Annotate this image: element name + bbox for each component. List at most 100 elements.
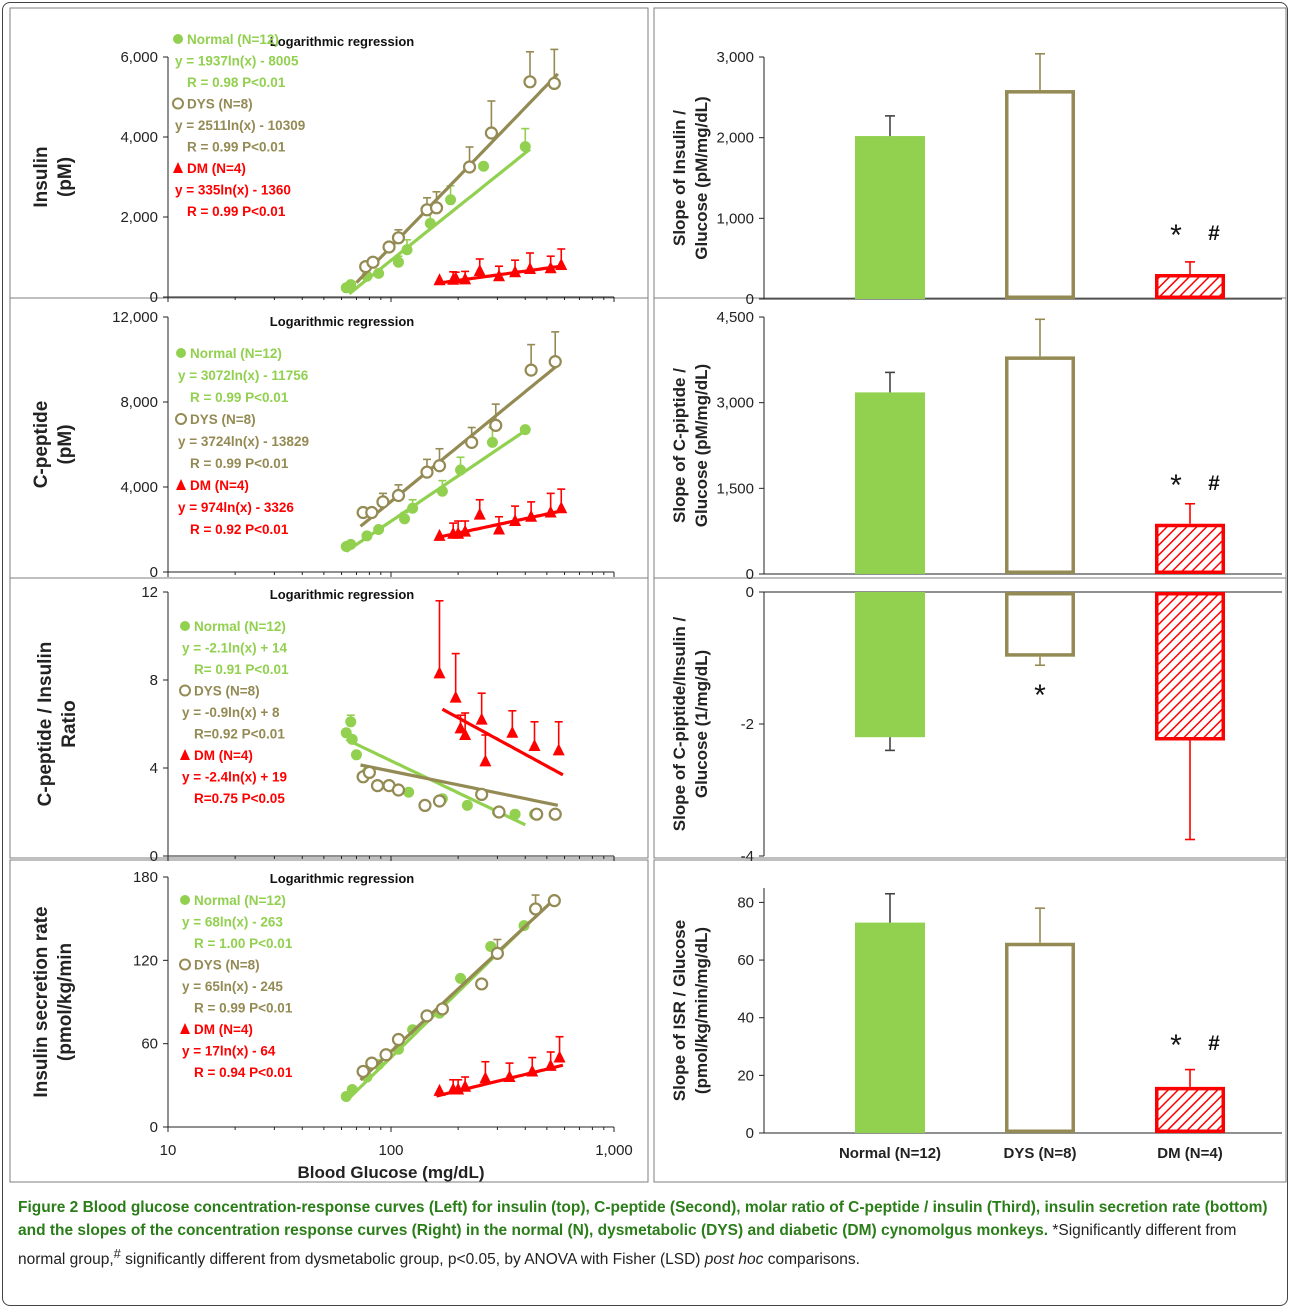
legend-stats: R = 0.99 P<0.01 [187, 140, 286, 155]
data-point [382, 240, 396, 254]
legend-equation: y = -0.9ln(x) + 8 [182, 705, 280, 720]
data-point [432, 459, 447, 473]
data-point [433, 273, 446, 286]
left-chart-2: 0 4,000 8,000 12,000 Logarithmic regression C… [31, 309, 615, 581]
y-tick-label: 2,000 [120, 209, 158, 226]
trend-line [359, 894, 559, 1082]
trend-line [360, 763, 559, 807]
x-tick-label: 100 [378, 1142, 403, 1159]
data-point [525, 509, 538, 522]
right-panel-frame-3 [653, 577, 1287, 859]
legend-name: DYS (N=8) [187, 97, 253, 112]
y-axis-label-line: (pM) [55, 424, 76, 464]
y-axis-label: Slope of Insulin / Glucose (pM/mg/dL) [670, 96, 711, 259]
left-chart-4: 0 60 120 180 Logarithmic regression Insulin s… [31, 869, 615, 1136]
bar-Normal (N=12) [855, 592, 925, 738]
data-point [547, 894, 561, 908]
y-axis-label-line: Slope of C-piptide/Insulin / [670, 617, 689, 832]
legend-name: Normal (N=12) [194, 619, 286, 634]
data-point [459, 272, 472, 285]
data-point [407, 502, 419, 514]
bar-DM (N=4) [1155, 1086, 1225, 1133]
legend-stats: R= 0.91 P<0.01 [194, 662, 289, 677]
y-tick-label: 12,000 [112, 309, 158, 326]
trend-line [441, 707, 564, 777]
caption-title: Blood glucose concentration-response cur… [18, 1199, 1268, 1239]
y-tick-label: 0 [746, 1125, 754, 1142]
data-point [473, 264, 486, 276]
left-panel-frame-2 [9, 297, 649, 579]
data-point [391, 231, 406, 245]
data-point [492, 522, 505, 535]
legend-marker [180, 895, 190, 905]
data-point [399, 513, 411, 525]
left-chart-1: 0 2,000 4,000 6,000 Logarithmic regression In… [31, 32, 615, 306]
data-point [548, 355, 562, 369]
legend-marker [179, 684, 191, 697]
data-point [462, 160, 477, 174]
legend-equation: y = -2.4ln(x) + 19 [182, 770, 287, 785]
category-label: Normal (N=12) [839, 1145, 941, 1162]
legend-marker [180, 749, 190, 760]
data-point [449, 690, 462, 703]
data-point [461, 799, 473, 811]
data-point [403, 786, 415, 798]
legend-marker [175, 413, 187, 425]
legend-stats: R = 0.99 P<0.01 [187, 204, 286, 219]
legend-name: Normal (N=12) [194, 893, 286, 908]
y-tick-label: 1,500 [716, 480, 754, 497]
data-point [379, 1048, 393, 1062]
y-tick-label: -2 [741, 716, 754, 733]
caption-note-end: comparisons. [763, 1251, 860, 1269]
y-axis-label: Insulin secretion rate (pmol/kg/min [31, 906, 76, 1097]
legend-stats: R = 0.99 P<0.01 [194, 1001, 293, 1016]
data-point [475, 787, 489, 802]
data-point [391, 488, 406, 503]
legend-equation: y = 335ln(x) - 1360 [175, 183, 291, 198]
bar-Normal (N=12) [855, 136, 925, 299]
left-panel-frame-1 [9, 7, 649, 299]
legend-marker [180, 1023, 190, 1034]
data-point [366, 255, 380, 269]
category-label: DYS (N=8) [1004, 1145, 1077, 1162]
y-tick-label: 0 [746, 291, 754, 308]
y-axis-label: Slope of C-piptide / Glucose (pM/mg/dL) [670, 364, 711, 527]
legend-name: DM (N=4) [194, 748, 253, 763]
data-point [433, 666, 446, 679]
y-tick-label: 0 [746, 584, 754, 601]
legend-marker [172, 97, 184, 110]
figure-caption: Figure 2 Blood glucose concentration-res… [18, 1196, 1280, 1271]
data-point [544, 1058, 557, 1071]
significance-star: * [1170, 1029, 1182, 1062]
data-point [509, 265, 522, 278]
legend-stats: R = 1.00 P<0.01 [194, 936, 293, 951]
data-point [365, 505, 379, 520]
left-panel-frame-3 [9, 577, 649, 859]
data-point [509, 808, 521, 820]
left-chart-3: 0 4 8 12 Logarithmic regression C-peptide / I… [35, 584, 615, 865]
data-point [547, 76, 561, 91]
legend-name: DYS (N=8) [194, 958, 260, 973]
caption-label: Figure 2 [18, 1199, 79, 1216]
right-chart-4: 0 20 40 60 80 Slope of ISR / Glucose (pmol/kg/… [670, 888, 1282, 1142]
data-point [523, 75, 537, 89]
legend-name: DYS (N=8) [194, 684, 260, 699]
data-point [519, 424, 531, 436]
legend-equation: y = 974ln(x) - 3326 [178, 500, 294, 515]
bar-DYS (N=8) [1005, 356, 1075, 575]
left-panel-frame-4 [9, 859, 649, 1183]
data-point [345, 716, 357, 728]
data-point [455, 972, 467, 984]
data-point [509, 514, 522, 526]
data-point [490, 946, 504, 960]
series-DYS (N=8): DYS (N=8) y = 65ln(x) - 245 R = 0.99 P<0.0… [179, 894, 561, 1082]
data-point [356, 1064, 370, 1079]
data-point [475, 712, 488, 725]
y-tick-label: 6,000 [120, 49, 158, 66]
y-axis-label-line: Glucose (pM/mg/dL) [692, 364, 711, 527]
legend-stats: R = 0.98 P<0.01 [187, 75, 286, 90]
y-tick-label: 8,000 [120, 394, 158, 411]
data-point [548, 807, 562, 821]
data-point [436, 485, 448, 497]
y-axis-label: Insulin (pM) [31, 146, 76, 207]
